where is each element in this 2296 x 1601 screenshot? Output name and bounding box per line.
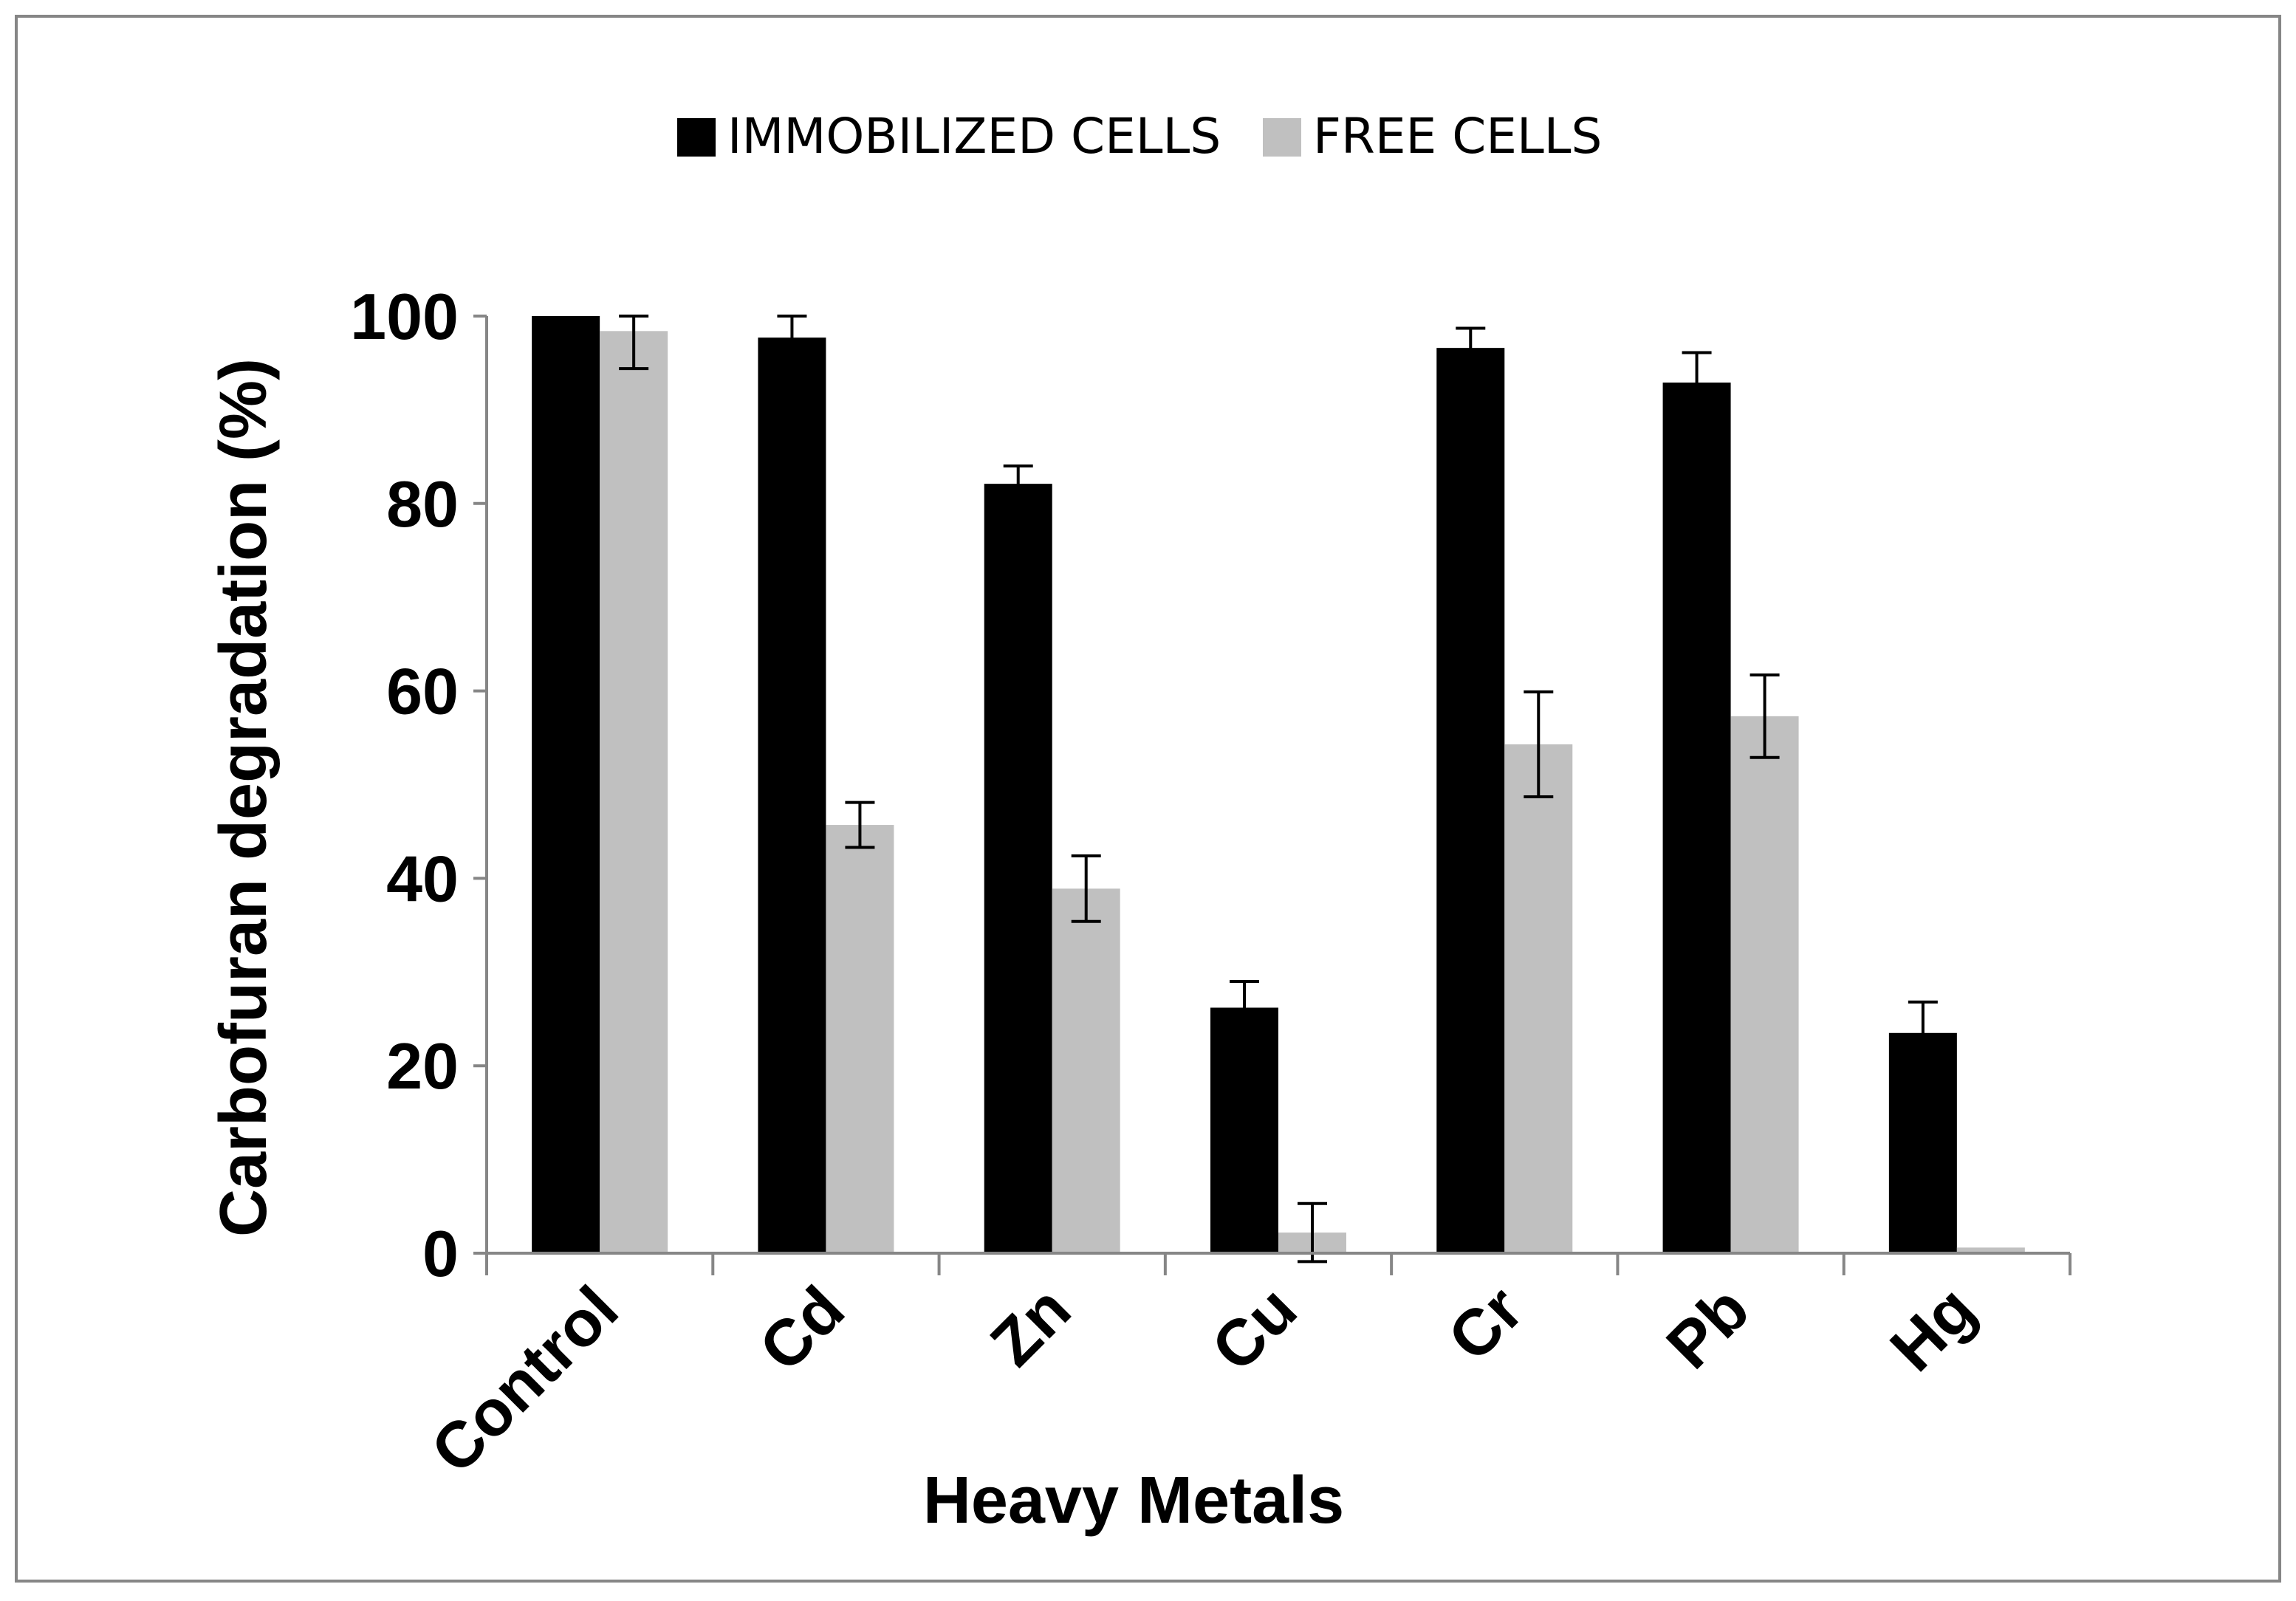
error-bar-immobilized-cd [777,315,807,361]
y-tick-label: 40 [386,842,459,915]
bar-free-pb [1730,716,1799,1253]
y-tick-label: 0 [422,1217,459,1290]
error-bar-free-pb [1750,673,1780,759]
bar-free-hg [1956,1247,2025,1253]
legend-swatch-free [1263,118,1301,157]
y-ticks: 0 20 40 60 80 100 [350,280,487,1290]
y-tick-label: 20 [386,1029,459,1103]
y-tick-label: 100 [350,280,459,353]
bar-immobilized-hg [1888,1032,1957,1253]
error-bars [619,315,1938,1264]
error-bar-free-cd [845,800,875,849]
bar-free-cr [1504,744,1573,1253]
bars [532,316,2025,1254]
y-tick-label: 80 [386,467,459,541]
x-ticks [485,1253,2071,1275]
error-bar-immobilized-cr [1456,326,1486,369]
bar-immobilized-cu [1210,1007,1278,1253]
error-bar-immobilized-pb [1682,351,1712,414]
error-bar-immobilized-hg [1908,1000,1938,1066]
legend-swatch-immobilized [677,118,716,157]
bar-immobilized-control [532,316,600,1253]
legend-label-immobilized: IMMOBILIZED CELLS [727,108,1221,165]
error-bar-free-control [619,315,649,371]
chart-frame [15,15,2281,1583]
error-bar-free-cr [1524,690,1554,798]
legend: IMMOBILIZED CELLS FREE CELLS [677,108,1602,165]
bar-free-cd [826,825,894,1253]
bar-immobilized-zn [984,484,1052,1253]
bar-immobilized-pb [1662,383,1731,1253]
bar-immobilized-cr [1436,348,1505,1253]
bar-free-zn [1052,888,1120,1253]
error-bar-immobilized-zn [1003,464,1033,504]
legend-label-free: FREE CELLS [1313,108,1602,165]
x-axis-title: Heavy Metals [923,1464,1344,1537]
bar-immobilized-cd [758,337,826,1253]
y-axis-title: Carbofuran degradation (%) [207,358,281,1237]
error-bar-immobilized-cu [1230,979,1259,1036]
axes [485,316,2070,1255]
y-tick-label: 60 [386,655,459,728]
error-bar-free-zn [1071,854,1101,923]
bar-free-control [600,331,668,1254]
